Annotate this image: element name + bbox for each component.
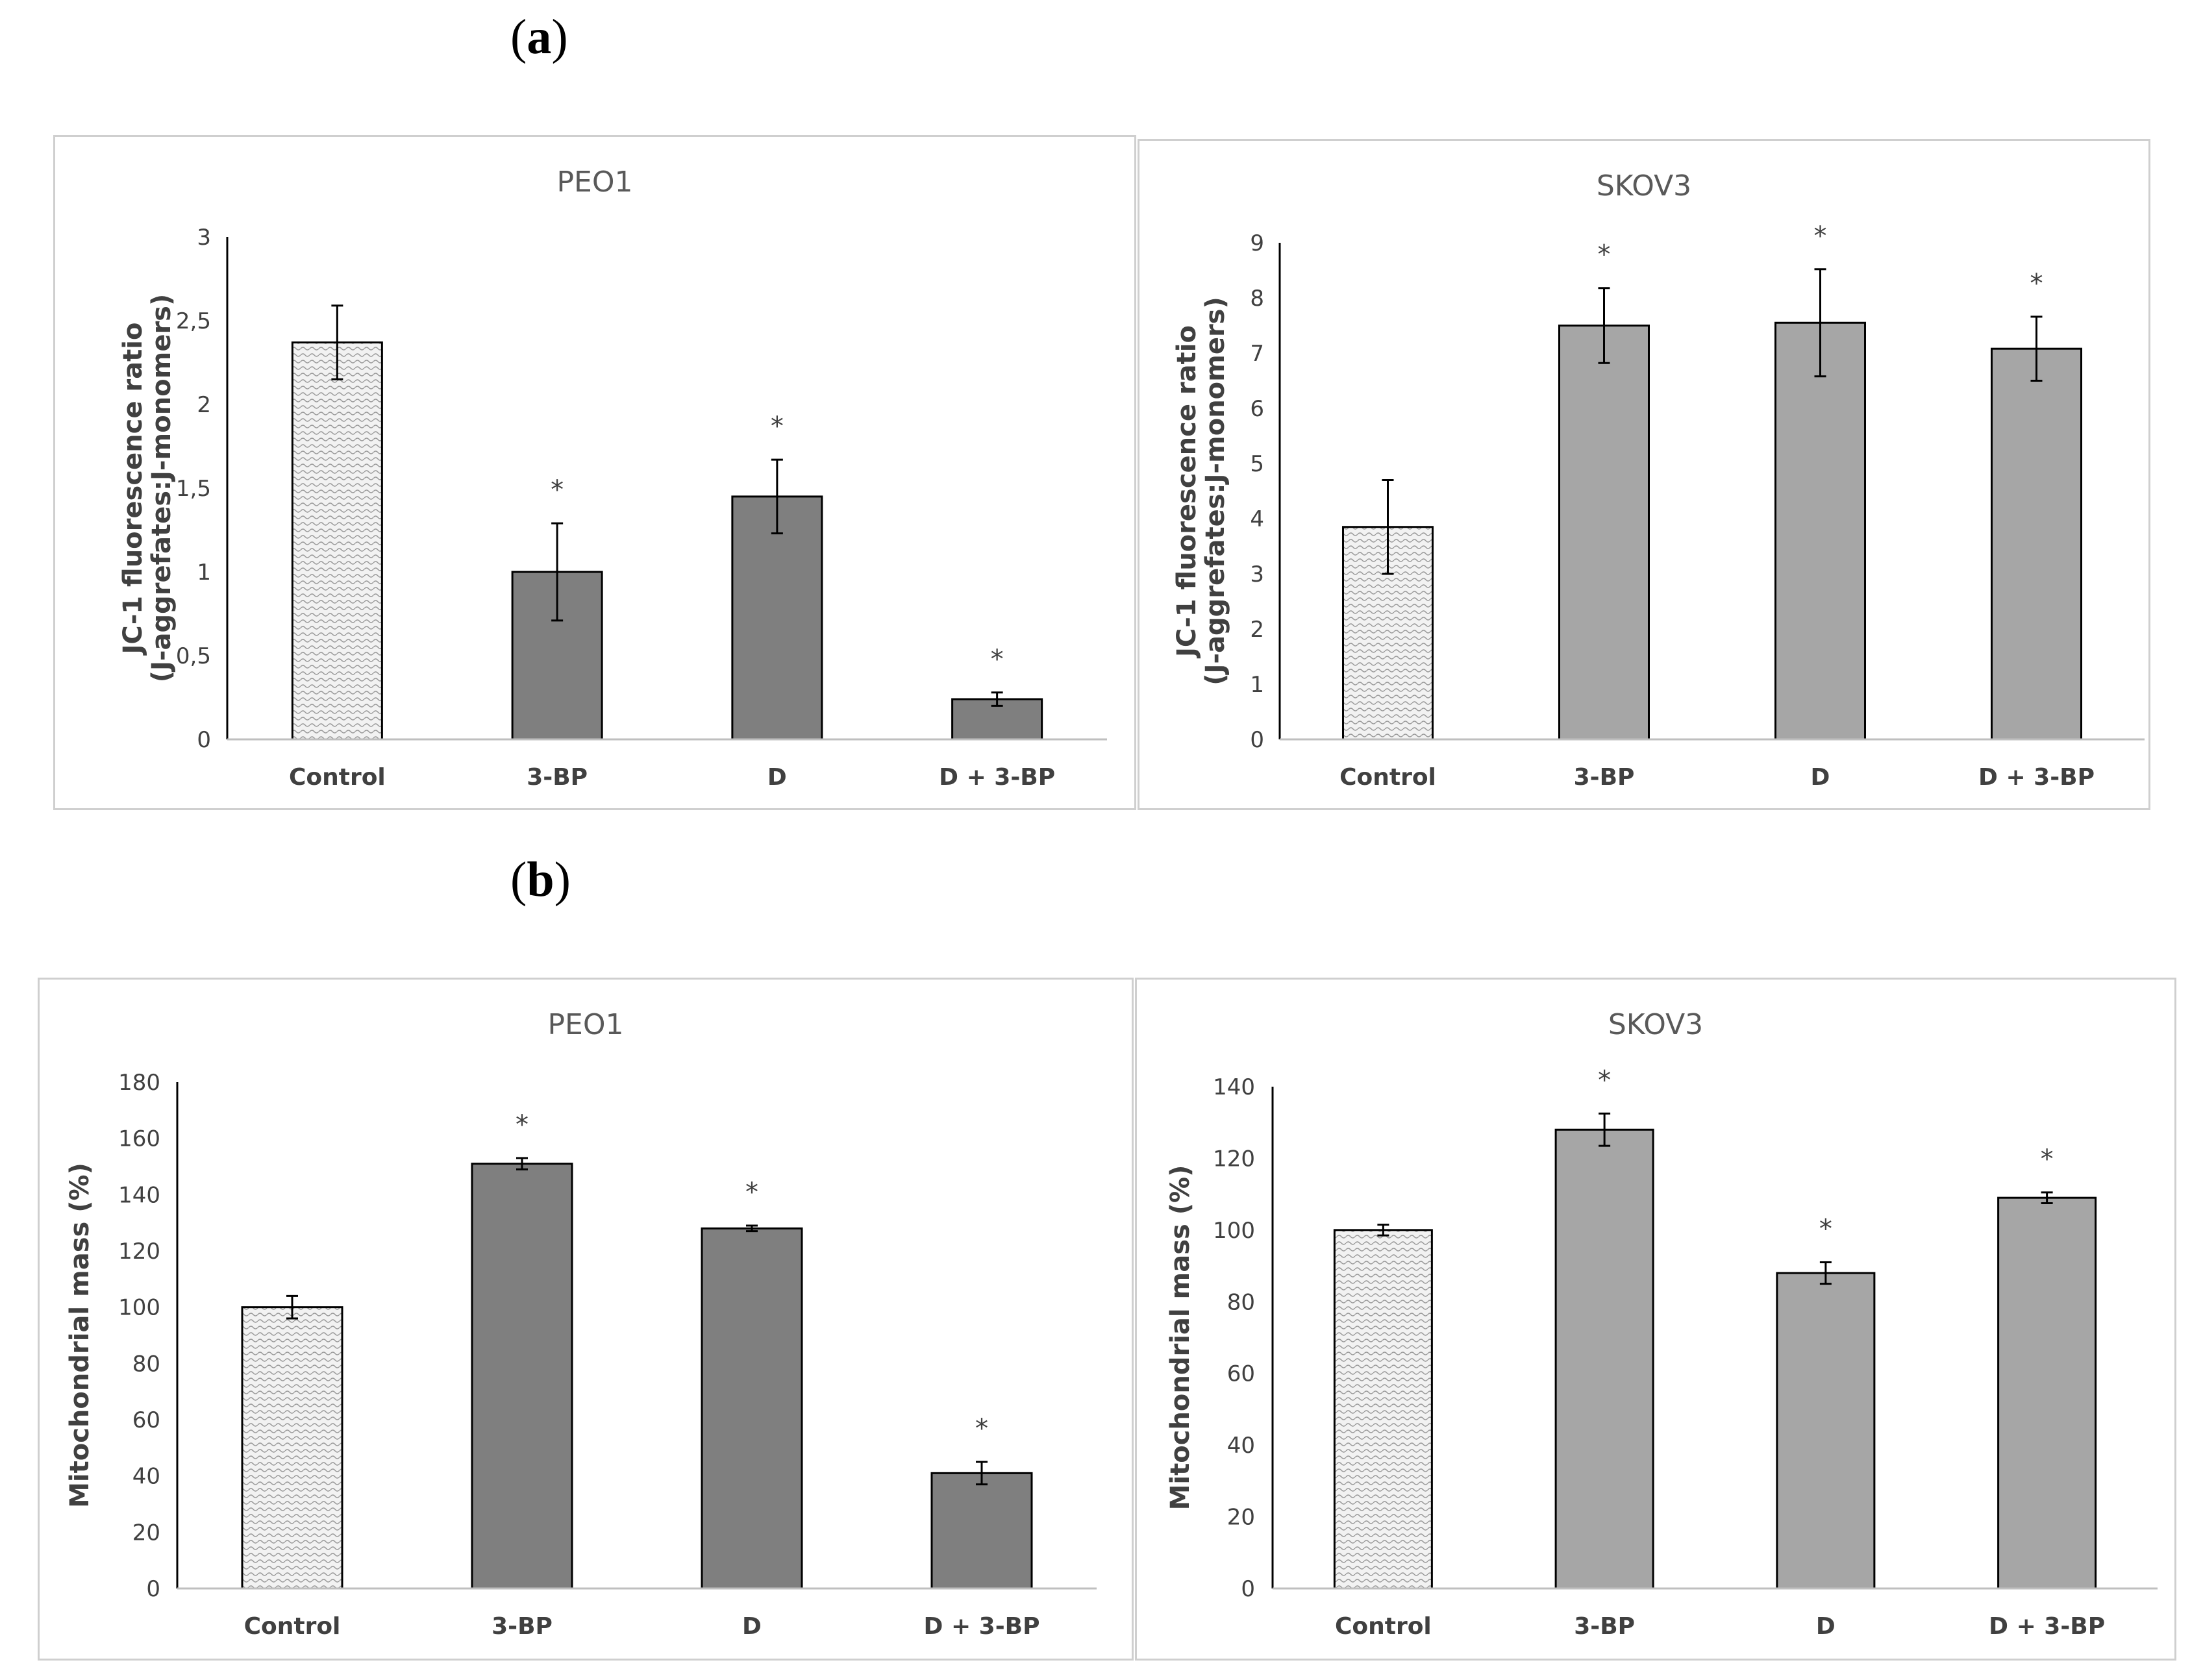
bar-d-3-bp: [1991, 347, 2082, 741]
bar-d-3-bp: [1997, 1196, 2097, 1590]
significance-marker: *: [991, 645, 1004, 674]
y-tick-label: 2,5: [176, 308, 211, 334]
significance-marker: *: [771, 412, 784, 441]
plot-area: 0 20 40 60 80 100 120 140 Mitochondrial mass (%)…: [1165, 1065, 2158, 1640]
y-axis-label: Mitochondrial mass (%): [65, 1163, 95, 1508]
y-tick-label: 140: [1213, 1074, 1255, 1100]
bar-control: [241, 1306, 343, 1590]
y-tick-label: 1,5: [176, 476, 211, 502]
chart-a-peo1: PEO1 0 0,5 1 1,5 2 2,5 3 JC-1 fluorescence rati…: [53, 135, 1136, 810]
x-tick-label: Control: [289, 764, 386, 791]
significance-marker: *: [745, 1178, 758, 1207]
bar-d: [701, 1227, 803, 1590]
panel-label-a: (a): [510, 10, 568, 64]
chart-title: PEO1: [556, 166, 633, 199]
y-tick-label: 80: [132, 1351, 160, 1377]
chart-a-skov3: SKOV3 0 1 2 3 4 5 6 7 8 9 JC-1 fluorescence ratio(…: [1138, 139, 2150, 810]
bar-control: [291, 341, 383, 741]
x-tick-label: D: [767, 764, 787, 791]
plot-area: 0 0,5 1 1,5 2 2,5 3 JC-1 fluorescence ratio(J-a…: [118, 225, 1107, 791]
x-tick-label: D + 3-BP: [924, 1613, 1040, 1640]
significance-marker: *: [2041, 1144, 2054, 1174]
y-axis-label: JC-1 fluorescence ratio: [1172, 325, 1202, 659]
y-tick-label: 8: [1250, 286, 1264, 312]
chart-title: SKOV3: [1608, 1008, 1704, 1041]
bar-d-3-bp: [930, 1472, 1033, 1590]
y-tick-label: 5: [1250, 451, 1264, 477]
x-tick-label: D + 3-BP: [939, 764, 1055, 791]
significance-marker: *: [516, 1110, 529, 1140]
y-tick-label: 40: [1227, 1433, 1255, 1459]
bar-3-bp: [1558, 325, 1650, 741]
x-tick-label: D: [1816, 1613, 1836, 1640]
y-tick-label: 20: [132, 1520, 160, 1546]
x-tick-label: D + 3-BP: [1978, 764, 2095, 791]
x-tick-label: D + 3-BP: [1989, 1613, 2105, 1640]
y-tick-label: 2: [197, 392, 211, 418]
y-tick-label: 6: [1250, 396, 1264, 422]
bar-d: [1774, 321, 1866, 741]
y-tick-label: 9: [1250, 230, 1264, 256]
chart-title: PEO1: [547, 1008, 624, 1041]
x-tick-label: 3-BP: [492, 1613, 553, 1640]
y-tick-label: 3: [197, 225, 211, 251]
y-tick-label: 120: [118, 1239, 160, 1265]
y-tick-label: 100: [118, 1295, 160, 1321]
bar-3-bp: [471, 1163, 573, 1590]
chart-b-peo1: PEO1 0 20 40 60 80 100 120 140 160 180 Mitochondri…: [38, 978, 1134, 1661]
x-tick-label: Control: [1339, 764, 1436, 791]
y-tick-label: 1: [197, 560, 211, 586]
x-tick-label: Control: [1335, 1613, 1432, 1640]
significance-marker: *: [1598, 240, 1611, 270]
y-tick-label: 180: [118, 1070, 160, 1096]
significance-marker: *: [2030, 269, 2043, 299]
y-tick-label: 100: [1213, 1218, 1255, 1244]
y-tick-label: 60: [1227, 1361, 1255, 1387]
y-tick-label: 20: [1227, 1505, 1255, 1531]
y-tick-label: 120: [1213, 1146, 1255, 1172]
y-tick-label: 1: [1250, 672, 1264, 698]
x-tick-label: 3-BP: [1574, 764, 1635, 791]
x-tick-label: 3-BP: [1574, 1613, 1635, 1640]
x-tick-label: D: [742, 1613, 762, 1640]
y-tick-label: 0: [197, 727, 211, 753]
y-tick-label: 0,5: [176, 643, 211, 669]
bar-control: [1333, 1229, 1433, 1590]
significance-marker: *: [1819, 1215, 1832, 1244]
bar-d: [1776, 1272, 1876, 1590]
y-axis-label: JC-1 fluorescence ratio: [118, 323, 148, 656]
y-tick-label: 0: [1241, 1576, 1255, 1602]
x-tick-label: D: [1811, 764, 1830, 791]
y-tick-label: 7: [1250, 341, 1264, 367]
y-tick-label: 160: [118, 1126, 160, 1152]
y-tick-label: 140: [118, 1182, 160, 1208]
significance-marker: *: [1598, 1065, 1611, 1095]
y-tick-label: 2: [1250, 617, 1264, 643]
bar-3-bp: [1554, 1128, 1654, 1590]
plot-area: 0 1 2 3 4 5 6 7 8 9 JC-1 fluorescence ratio(J-aggr…: [1172, 221, 2145, 791]
y-tick-label: 60: [132, 1407, 160, 1433]
y-tick-label: 3: [1250, 562, 1264, 587]
bar-control: [1342, 526, 1434, 741]
x-tick-label: Control: [244, 1613, 341, 1640]
y-tick-label: 0: [146, 1576, 160, 1602]
y-tick-label: 80: [1227, 1289, 1255, 1315]
x-tick-label: 3-BP: [527, 764, 588, 791]
chart-b-skov3: SKOV3 0 20 40 60 80 100 120 140 Mitochondrial ma…: [1135, 978, 2176, 1661]
y-tick-label: 4: [1250, 506, 1264, 532]
chart-title: SKOV3: [1596, 169, 1692, 203]
y-axis-label: (J-aggrefates:J-monomers): [147, 294, 177, 683]
y-axis-label: (J-aggrefates:J-monomers): [1201, 297, 1230, 686]
y-axis-label: Mitochondrial mass (%): [1165, 1165, 1195, 1511]
significance-marker: *: [551, 475, 564, 505]
panel-label-b: (b): [510, 852, 571, 907]
y-tick-label: 40: [132, 1464, 160, 1490]
significance-marker: *: [1814, 221, 1827, 251]
significance-marker: *: [975, 1414, 988, 1444]
y-tick-label: 0: [1250, 727, 1264, 753]
plot-area: 0 20 40 60 80 100 120 140 160 180 Mitochondrial ma…: [65, 1070, 1097, 1640]
